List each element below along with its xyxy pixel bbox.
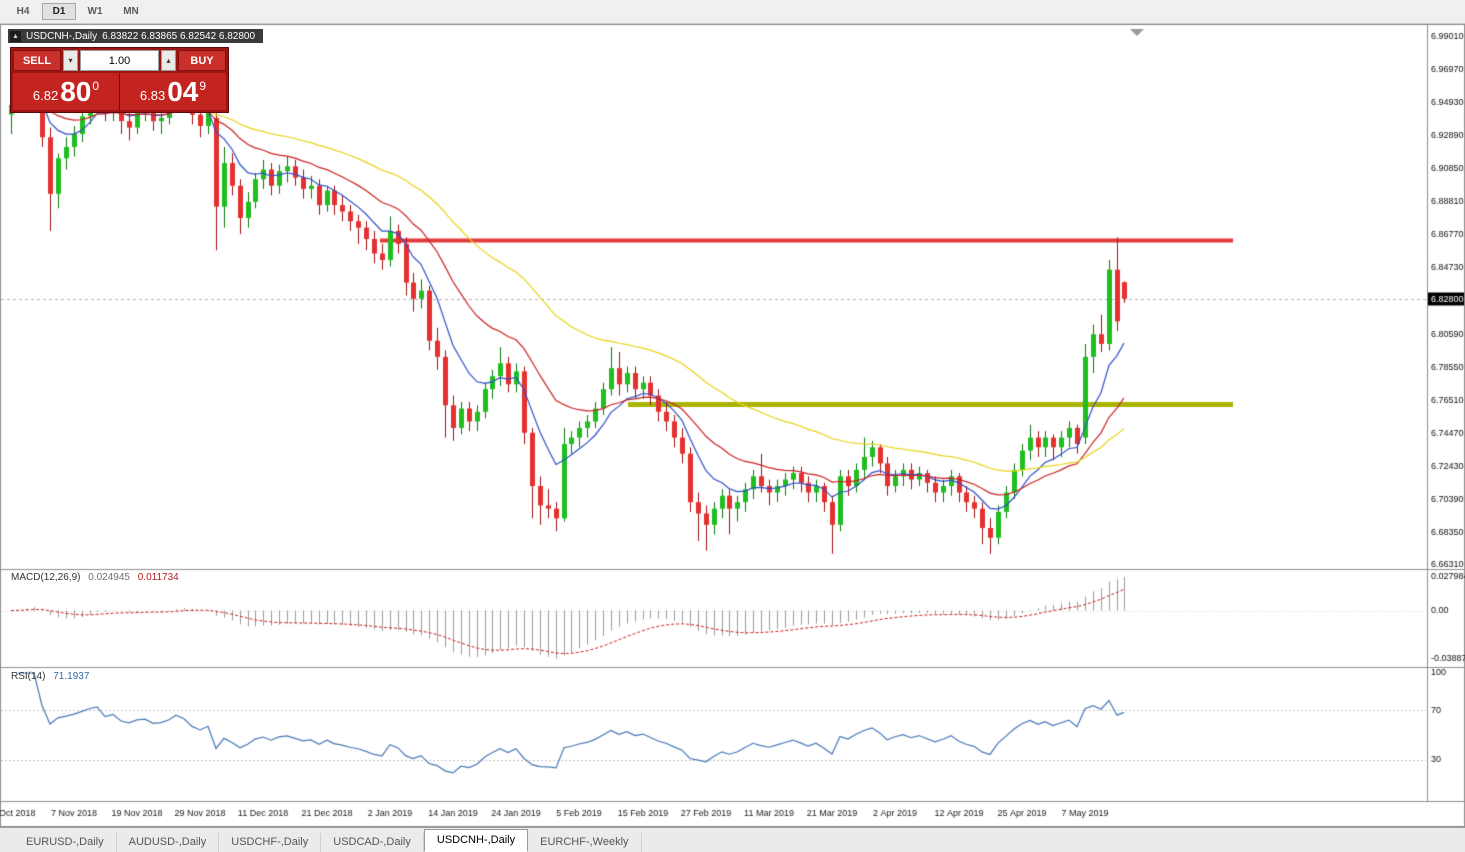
timeframe-button-mn[interactable]: MN (123, 6, 139, 17)
tab-eurchf-weekly[interactable]: EURCHF-,Weekly (528, 833, 642, 852)
timeframe-button-d1[interactable]: D1 (42, 3, 76, 20)
tab-usdcad-daily[interactable]: USDCAD-,Daily (321, 833, 424, 852)
macd-main-value: 0.024945 (88, 572, 130, 583)
chevron-down-icon: ▾ (68, 56, 73, 65)
chart-collapse-icon[interactable]: ▲ (10, 30, 21, 42)
chart-symbol-label: USDCNH-,Daily (26, 30, 98, 42)
macd-indicator-label: MACD(12,26,9) 0.024945 0.011734 (11, 572, 179, 583)
rsi-name: RSI(14) (11, 671, 46, 682)
chart-title-bar: ▲ USDCNH-,Daily 6.83822 6.83865 6.82542 … (8, 29, 264, 43)
tab-usdcnh-daily[interactable]: USDCNH-,Daily (423, 829, 529, 852)
sell-price-panel[interactable]: 6.82 80 0 (13, 73, 120, 110)
chart-tab-bar: EURUSD-,Daily AUDUSD-,Daily USDCHF-,Dail… (0, 827, 1465, 852)
buy-button[interactable]: BUY (178, 50, 226, 71)
timeframe-toolbar: H4 D1 W1 MN (0, 0, 1465, 24)
rsi-indicator-label: RSI(14) 71.1937 (11, 671, 89, 682)
buy-price-big: 04 (167, 75, 199, 107)
tab-usdchf-daily[interactable]: USDCHF-,Daily (219, 833, 322, 852)
sell-price-pipette: 0 (92, 78, 100, 93)
tab-audusd-daily[interactable]: AUDUSD-,Daily (117, 833, 220, 852)
volume-increase-button[interactable]: ▴ (161, 50, 176, 71)
macd-name: MACD(12,26,9) (11, 572, 81, 583)
trade-controls-row: SELL ▾ ▴ BUY (13, 50, 226, 71)
trade-price-row: 6.82 80 0 6.83 04 9 (13, 73, 226, 110)
sell-price-big: 80 (60, 75, 92, 107)
timeframe-button-h4[interactable]: H4 (16, 6, 30, 17)
tab-eurusd-daily[interactable]: EURUSD-,Daily (14, 833, 117, 852)
buy-price-pipette: 9 (199, 78, 207, 93)
chevron-up-icon: ▴ (166, 56, 171, 65)
buy-price-panel[interactable]: 6.83 04 9 (120, 73, 226, 110)
buy-price-prefix: 6.83 (139, 88, 166, 103)
one-click-trading-panel: SELL ▾ ▴ BUY 6.82 80 0 6.83 04 9 (10, 47, 229, 113)
chart-ohlc-label: 6.83822 6.83865 6.82542 6.82800 (102, 30, 256, 42)
timeframe-button-w1[interactable]: W1 (87, 6, 103, 17)
volume-input[interactable] (80, 50, 159, 71)
volume-decrease-button[interactable]: ▾ (63, 50, 78, 71)
sell-price-prefix: 6.82 (32, 88, 59, 103)
macd-signal-value: 0.011734 (137, 572, 179, 583)
sell-button[interactable]: SELL (13, 50, 61, 71)
rsi-value: 71.1937 (53, 671, 90, 682)
